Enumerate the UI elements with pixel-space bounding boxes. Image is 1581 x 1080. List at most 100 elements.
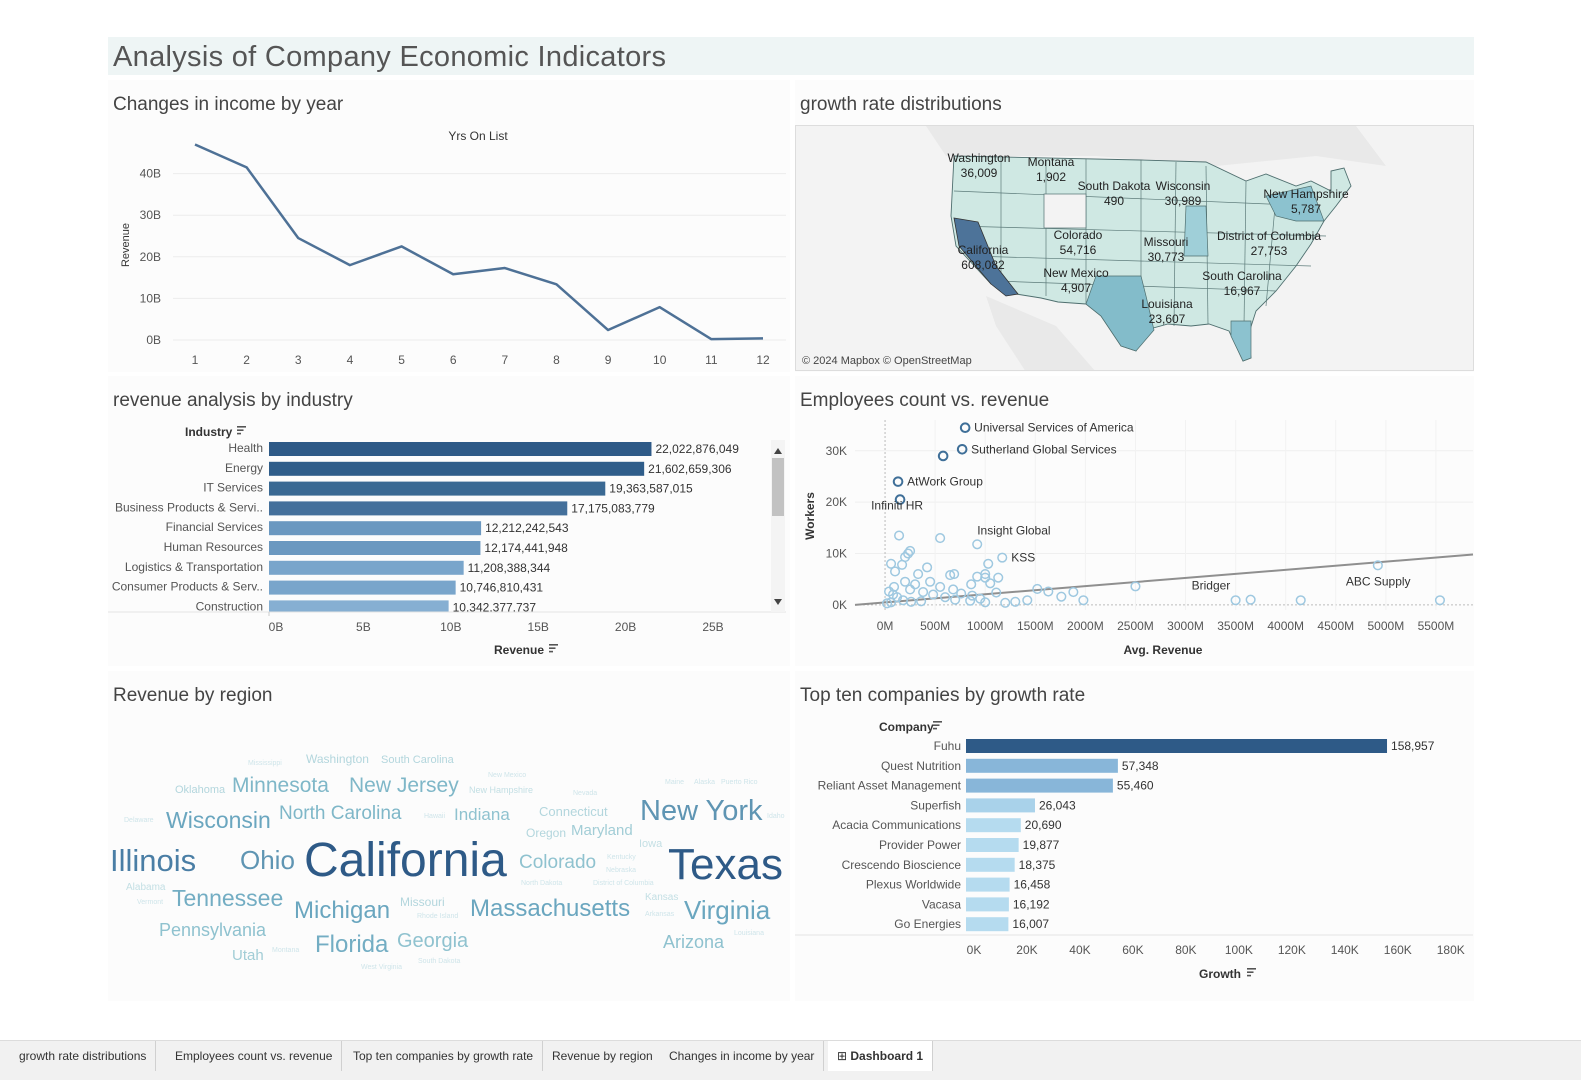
- region-word[interactable]: Oklahoma: [175, 784, 226, 796]
- bar[interactable]: [966, 758, 1118, 773]
- employees-scatter-chart[interactable]: 0K 10K 20K 30K 0M 500M 1000M 1500M 2000M 2500M 300…: [795, 376, 1474, 666]
- region-word[interactable]: Maryland: [571, 822, 633, 839]
- industry-bar-chart[interactable]: Industry Health 22,022,876,049 Energy 21,602…: [108, 376, 790, 666]
- scatter-point[interactable]: [889, 581, 900, 592]
- scatter-point[interactable]: [1078, 595, 1089, 606]
- region-word[interactable]: Kentucky: [607, 854, 636, 861]
- industry-sort-icon[interactable]: [237, 426, 246, 435]
- scatter-point[interactable]: [935, 533, 946, 544]
- bar[interactable]: [269, 560, 464, 575]
- annotated-point[interactable]: [1372, 560, 1383, 571]
- scatter-point[interactable]: [991, 587, 1002, 598]
- region-word[interactable]: Minnesota: [232, 774, 329, 797]
- scatter-point[interactable]: [1022, 595, 1033, 606]
- company-sort-icon[interactable]: [933, 721, 942, 730]
- bar[interactable]: [269, 442, 652, 456]
- scatter-point[interactable]: [905, 545, 916, 556]
- region-word[interactable]: Nebraska: [606, 867, 636, 874]
- scatter-point[interactable]: [949, 569, 960, 580]
- bar[interactable]: [269, 501, 568, 516]
- scatter-point[interactable]: [1000, 597, 1011, 608]
- state-new-york[interactable]: [1265, 185, 1325, 222]
- scatter-point[interactable]: [905, 584, 916, 595]
- region-word[interactable]: North Carolina: [279, 803, 402, 824]
- region-word[interactable]: New York: [640, 795, 763, 827]
- region-word[interactable]: Rhode Island: [417, 913, 459, 920]
- scatter-point[interactable]: [935, 581, 946, 592]
- region-word[interactable]: Colorado: [519, 852, 597, 873]
- region-word[interactable]: Oregon: [526, 826, 567, 840]
- region-word[interactable]: Pennsylvania: [159, 920, 267, 940]
- bar[interactable]: [966, 897, 1009, 912]
- region-word[interactable]: Illinois: [110, 843, 197, 878]
- scatter-point[interactable]: [1434, 595, 1445, 606]
- scatter-point[interactable]: [890, 566, 901, 577]
- scatter-point[interactable]: [1295, 595, 1306, 606]
- region-word[interactable]: New Hampshire: [469, 785, 534, 795]
- region-word[interactable]: Missouri: [400, 895, 445, 909]
- state-california[interactable]: [953, 217, 1019, 297]
- bar[interactable]: [269, 600, 449, 614]
- scatter-point[interactable]: [886, 597, 897, 608]
- region-word[interactable]: Hawaii: [424, 813, 446, 820]
- scrollbar[interactable]: [771, 440, 785, 612]
- scatter-point[interactable]: [1130, 581, 1141, 592]
- region-word[interactable]: Alabama: [126, 882, 166, 893]
- scroll-down-icon[interactable]: [774, 599, 782, 605]
- region-word[interactable]: Connecticut: [539, 804, 608, 819]
- annotated-point[interactable]: [892, 476, 904, 487]
- scatter-point[interactable]: [922, 562, 933, 573]
- scatter-point[interactable]: [913, 569, 924, 580]
- region-word[interactable]: West Virginia: [361, 964, 402, 971]
- region-word[interactable]: Kansas: [645, 892, 679, 903]
- region-word[interactable]: Washington: [306, 752, 369, 766]
- region-word[interactable]: Arizona: [663, 932, 725, 952]
- scatter-point[interactable]: [894, 494, 906, 505]
- region-word[interactable]: Tennessee: [172, 885, 284, 911]
- region-word[interactable]: New Mexico: [488, 772, 527, 779]
- region-word[interactable]: Indiana: [454, 805, 510, 824]
- scatter-point[interactable]: [1068, 586, 1079, 598]
- scroll-up-icon[interactable]: [774, 448, 782, 454]
- region-word[interactable]: Delaware: [124, 817, 154, 824]
- region-word[interactable]: Alaska: [694, 779, 716, 786]
- scatter-point[interactable]: [1245, 594, 1256, 605]
- revenue-sort-icon[interactable]: [549, 644, 558, 653]
- sheet-tab[interactable]: Top ten companies by growth rate: [344, 1041, 544, 1071]
- sheet-tab[interactable]: Employees count vs. revenue: [166, 1041, 343, 1071]
- scatter-point[interactable]: [892, 592, 903, 603]
- scatter-point[interactable]: [980, 569, 991, 580]
- scatter-point[interactable]: [897, 559, 908, 570]
- scatter-point[interactable]: [945, 570, 956, 581]
- bar[interactable]: [269, 461, 645, 476]
- sheet-tab[interactable]: growth rate distributions: [10, 1041, 157, 1071]
- bar[interactable]: [966, 818, 1021, 833]
- annotated-point[interactable]: [997, 552, 1008, 563]
- region-word[interactable]: District of Columbia: [593, 880, 654, 887]
- scatter-point[interactable]: [1010, 596, 1021, 607]
- region-word[interactable]: North Dakota: [521, 880, 563, 887]
- scatter-point[interactable]: [965, 595, 976, 606]
- scatter-point[interactable]: [925, 576, 936, 587]
- scatter-point[interactable]: [906, 596, 917, 607]
- state-illinois[interactable]: [1183, 205, 1209, 257]
- scatter-point[interactable]: [916, 596, 927, 607]
- region-word[interactable]: Wisconsin: [166, 807, 271, 833]
- scatter-point[interactable]: [882, 598, 893, 609]
- region-word[interactable]: Florida: [315, 931, 389, 958]
- bar[interactable]: [966, 838, 1019, 852]
- map-attribution[interactable]: © 2024 Mapbox © OpenStreetMap: [802, 355, 972, 367]
- scatter-point[interactable]: [1032, 583, 1043, 594]
- annotated-point[interactable]: [956, 443, 968, 455]
- region-word[interactable]: Idaho: [767, 813, 785, 820]
- region-word[interactable]: Ohio: [240, 845, 295, 875]
- scatter-point[interactable]: [983, 558, 994, 569]
- scatter-point[interactable]: [900, 576, 911, 587]
- region-word[interactable]: Texas: [668, 840, 783, 889]
- region-word[interactable]: Nevada: [573, 790, 598, 797]
- scatter-point[interactable]: [910, 579, 921, 590]
- region-word[interactable]: Utah: [232, 947, 264, 964]
